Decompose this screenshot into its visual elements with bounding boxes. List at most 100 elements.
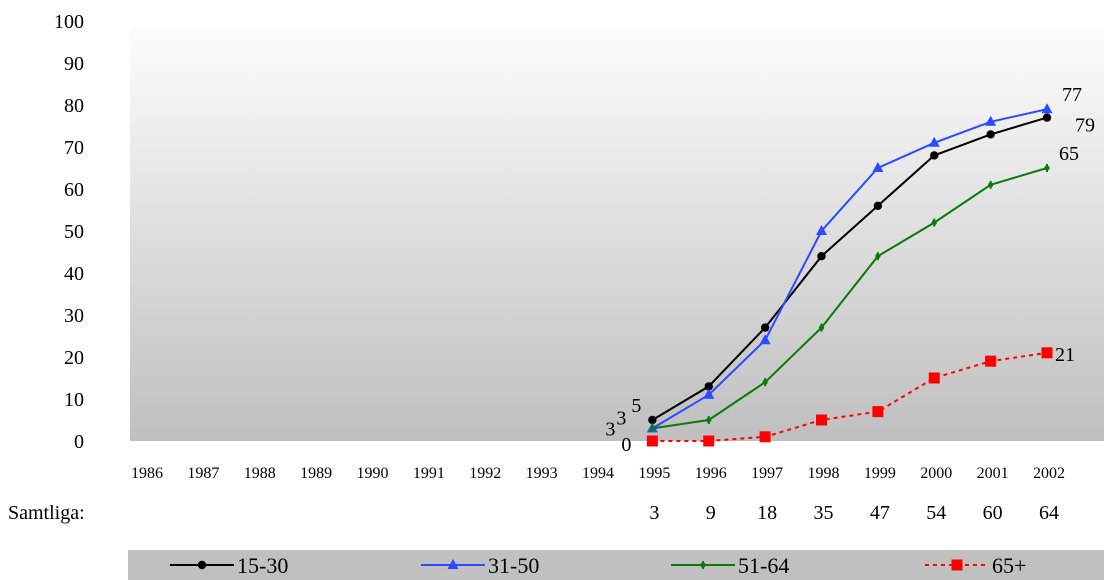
- y-tick-label: 0: [74, 431, 84, 453]
- x-tick-label: 2001: [977, 465, 1009, 482]
- x-tick-label: 2000: [920, 465, 952, 482]
- data-label: 77: [1062, 84, 1082, 106]
- point-marker: [646, 435, 658, 447]
- legend-label: 31-50: [488, 553, 539, 578]
- data-label: 0: [621, 434, 631, 456]
- x-tick-label: 1993: [526, 465, 558, 482]
- point-marker: [703, 435, 715, 447]
- point-marker: [985, 355, 997, 367]
- x-tick-label: 1986: [131, 465, 163, 482]
- x-tick-label: 1991: [413, 465, 445, 482]
- series-line: [652, 351, 1048, 442]
- series-layer: [646, 103, 1053, 447]
- series-line: [652, 167, 1048, 430]
- x-tick-label: 1997: [751, 465, 783, 482]
- x-tick-label: 1988: [244, 465, 276, 482]
- legend-label: 15-30: [237, 553, 288, 578]
- total-value: 60: [983, 502, 1003, 524]
- point-marker: [704, 382, 713, 391]
- y-tick-label: 30: [64, 305, 84, 327]
- point-marker: [872, 406, 884, 418]
- point-marker: [873, 201, 883, 210]
- total-value: 64: [1039, 502, 1059, 524]
- data-label: 3: [616, 407, 626, 429]
- totals-label: Samtliga:: [8, 502, 85, 524]
- y-tick-label: 60: [64, 179, 84, 201]
- point-marker: [703, 388, 715, 399]
- point-marker-dot: [700, 562, 706, 568]
- point-marker-dot: [988, 182, 994, 188]
- y-tick-label: 100: [54, 11, 84, 33]
- point-marker-dot: [1044, 165, 1050, 171]
- series-line: [651, 116, 1048, 421]
- x-tick-label: 1987: [187, 465, 219, 482]
- point-marker: [1042, 113, 1052, 122]
- x-tick-label: 1994: [582, 465, 614, 482]
- point-marker: [447, 559, 459, 569]
- y-tick-label: 20: [64, 347, 84, 369]
- point-marker: [816, 414, 827, 426]
- totals-row: Samtliga: 3 9 18 35 47 54 60 64: [8, 502, 1059, 524]
- x-tick-label: 1989: [300, 465, 332, 482]
- data-label: 65: [1059, 143, 1079, 165]
- point-marker: [817, 252, 826, 261]
- data-label: 21: [1055, 344, 1075, 366]
- y-tick-label: 90: [64, 53, 84, 75]
- point-marker: [951, 559, 963, 571]
- y-tick-label: 50: [64, 221, 84, 243]
- y-tick-label: 10: [64, 389, 84, 411]
- point-marker: [928, 372, 940, 384]
- point-marker: [197, 560, 207, 570]
- total-value: 18: [757, 502, 777, 524]
- point-marker-dot: [649, 425, 655, 431]
- x-axis-ticks: 1986 1987 1988 1989 1990 1991 1992 1993 1994 1995…: [131, 465, 1065, 482]
- point-marker: [760, 323, 770, 332]
- total-value: 47: [870, 502, 890, 524]
- series-65+: [646, 347, 1053, 447]
- point-marker: [872, 162, 884, 172]
- point-marker: [1041, 103, 1053, 114]
- x-tick-label: 1996: [695, 465, 727, 482]
- x-tick-label: 2002: [1033, 465, 1065, 482]
- point-marker: [1041, 347, 1053, 359]
- legend-label: 51-64: [738, 553, 789, 578]
- y-tick-label: 80: [64, 95, 84, 117]
- y-axis-ticks: 0 10 20 30 40 50 60 70 80 90 100: [54, 11, 84, 453]
- point-marker: [759, 334, 771, 345]
- x-tick-label: 1990: [357, 465, 389, 482]
- point-marker: [816, 225, 827, 235]
- total-value: 9: [706, 502, 716, 524]
- series-15-30: [648, 113, 1052, 425]
- total-value: 3: [649, 502, 659, 524]
- legend: 15-30 31-50 51-64 65+: [128, 550, 1104, 580]
- y-tick-label: 70: [64, 137, 84, 159]
- legend-label: 65+: [992, 553, 1026, 578]
- point-marker: [986, 130, 995, 139]
- point-marker-dot: [875, 253, 881, 259]
- point-marker: [985, 115, 997, 126]
- point-marker: [928, 136, 940, 147]
- series-31-50: [646, 103, 1053, 433]
- total-value: 35: [814, 502, 834, 524]
- x-tick-label: 1992: [469, 465, 501, 482]
- point-marker-dot: [762, 379, 768, 385]
- y-tick-label: 40: [64, 263, 84, 285]
- series-line: [651, 108, 1048, 430]
- point-marker: [648, 415, 657, 425]
- data-label: 3: [605, 418, 615, 440]
- point-marker-dot: [931, 220, 937, 226]
- point-marker: [759, 431, 771, 443]
- plot-area: [130, 14, 1104, 441]
- data-label: 5: [631, 395, 641, 417]
- total-value: 54: [926, 502, 946, 524]
- point-marker-dot: [818, 325, 825, 331]
- series-51-64: [649, 164, 1050, 433]
- x-tick-label: 1998: [808, 465, 840, 482]
- x-tick-label: 1999: [864, 465, 896, 482]
- point-marker: [930, 151, 939, 160]
- x-tick-label: 1995: [638, 465, 670, 482]
- point-marker-dot: [706, 417, 712, 423]
- data-label: 79: [1075, 115, 1095, 137]
